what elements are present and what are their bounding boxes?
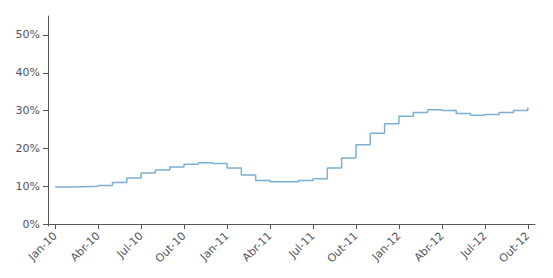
svg-text:Jan-11: Jan-11 [197,229,232,264]
svg-text:Jul-10: Jul-10 [114,229,146,261]
svg-text:Abr-12: Abr-12 [412,229,447,264]
svg-text:Jul-11: Jul-11 [286,229,318,261]
svg-text:Jan-10: Jan-10 [25,229,60,264]
svg-text:Abr-11: Abr-11 [240,229,275,264]
svg-text:Jul-12: Jul-12 [458,229,490,261]
svg-text:30%: 30% [16,104,40,117]
svg-text:Abr-10: Abr-10 [68,229,103,264]
svg-text:Out-12: Out-12 [496,229,532,265]
svg-text:0%: 0% [23,218,40,231]
svg-text:20%: 20% [16,142,40,155]
svg-text:Out-11: Out-11 [325,229,361,265]
svg-text:10%: 10% [16,180,40,193]
svg-text:Jan-12: Jan-12 [369,229,404,264]
svg-text:50%: 50% [16,28,40,41]
svg-text:40%: 40% [16,66,40,79]
svg-text:Out-10: Out-10 [153,229,189,265]
